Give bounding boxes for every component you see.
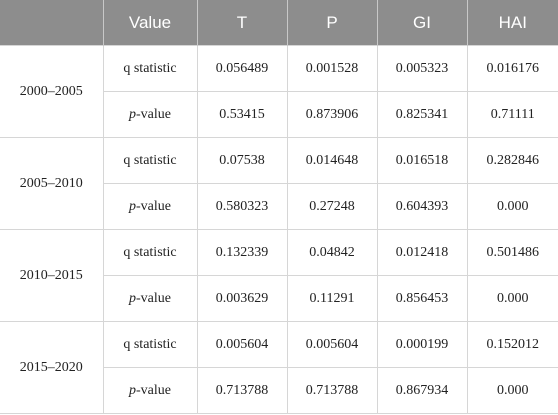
row-label: p-value xyxy=(103,183,198,230)
row-label: q statistic xyxy=(102,229,198,276)
value-cell: 0.07538 xyxy=(196,137,288,184)
value-cell: 0.11291 xyxy=(286,275,378,322)
value-cell: 0.000199 xyxy=(376,321,468,368)
column-header: HAI xyxy=(467,0,558,46)
value-cell: 0.000 xyxy=(466,275,558,322)
row-label: p-value xyxy=(103,367,198,414)
table-row: p-value 0.580323 0.27248 0.604393 0.000 xyxy=(0,183,558,230)
period-cell: 2005–2010 xyxy=(0,137,104,230)
corner-cell xyxy=(0,0,104,46)
value-cell: 0.282846 xyxy=(466,137,558,184)
column-header: GI xyxy=(377,0,468,46)
value-cell: 0.016176 xyxy=(466,45,558,92)
period-cell: 2000–2005 xyxy=(0,45,104,138)
value-cell: 0.000 xyxy=(466,367,558,414)
value-cell: 0.71111 xyxy=(466,91,558,138)
value-cell: 0.012418 xyxy=(376,229,468,276)
value-cell: 0.005604 xyxy=(286,321,378,368)
period-cell: 2015–2020 xyxy=(0,321,104,414)
row-label: p-value xyxy=(103,91,198,138)
column-header: Value xyxy=(103,0,198,46)
value-cell: 0.53415 xyxy=(196,91,288,138)
value-cell: 0.005323 xyxy=(376,45,468,92)
table-row: 2010–2015 q statistic 0.132339 0.04842 0.012… xyxy=(0,229,558,322)
value-cell: 0.713788 xyxy=(286,367,378,414)
column-header: T xyxy=(197,0,288,46)
table-body: 2000–2005 q statistic 0.056489 0.001528 0.00… xyxy=(0,45,558,414)
value-cell: 0.825341 xyxy=(376,91,468,138)
value-cell: 0.867934 xyxy=(376,367,468,414)
value-cell: 0.856453 xyxy=(376,275,468,322)
value-cell: 0.056489 xyxy=(196,45,288,92)
header-row: Value T P GI HAI xyxy=(0,0,558,46)
table-row: 2000–2005 q statistic 0.056489 0.001528 0.00… xyxy=(0,45,558,138)
value-cell: 0.713788 xyxy=(196,367,288,414)
row-label: q statistic xyxy=(102,137,198,184)
value-cell: 0.000 xyxy=(466,183,558,230)
value-cell: 0.001528 xyxy=(286,45,378,92)
value-cell: 0.014648 xyxy=(286,137,378,184)
value-cell: 0.003629 xyxy=(196,275,288,322)
column-header: P xyxy=(287,0,378,46)
value-cell: 0.873906 xyxy=(286,91,378,138)
table-row: p-value 0.53415 0.873906 0.825341 0.71111 xyxy=(0,91,558,138)
value-cell: 0.016518 xyxy=(376,137,468,184)
table-row: 2005–2010 q statistic 0.07538 0.014648 0.016… xyxy=(0,137,558,230)
value-cell: 0.501486 xyxy=(466,229,558,276)
row-label: q statistic xyxy=(102,45,198,92)
period-cell: 2010–2015 xyxy=(0,229,104,322)
table-row: p-value 0.713788 0.713788 0.867934 0.000 xyxy=(0,367,558,414)
row-label: q statistic xyxy=(102,321,198,368)
table-row: 2015–2020 q statistic 0.005604 0.005604 0.00… xyxy=(0,321,558,414)
value-cell: 0.132339 xyxy=(196,229,288,276)
value-cell: 0.04842 xyxy=(286,229,378,276)
row-label: p-value xyxy=(103,275,198,322)
value-cell: 0.580323 xyxy=(196,183,288,230)
value-cell: 0.005604 xyxy=(196,321,288,368)
value-cell: 0.604393 xyxy=(376,183,468,230)
value-cell: 0.152012 xyxy=(466,321,558,368)
value-cell: 0.27248 xyxy=(286,183,378,230)
